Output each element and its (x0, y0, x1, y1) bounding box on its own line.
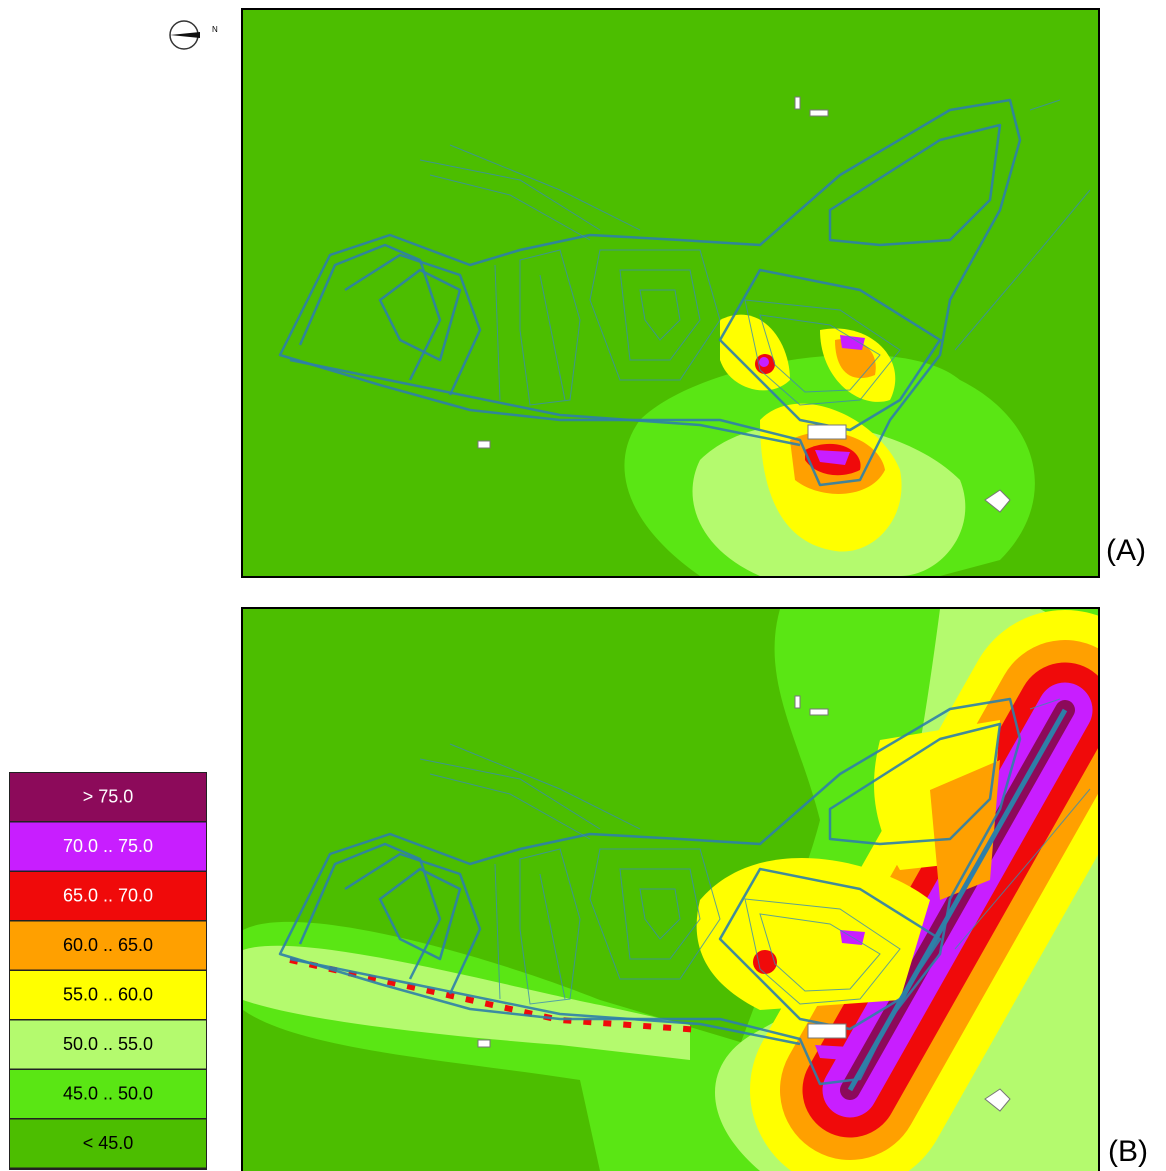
north-arrow: N (170, 21, 218, 49)
panel-label: (A) (1106, 534, 1146, 567)
legend-label: 60.0 .. 65.0 (63, 935, 153, 955)
legend-label: 65.0 .. 70.0 (63, 886, 153, 906)
legend-label: 55.0 .. 60.0 (63, 985, 153, 1005)
legend-label: 70.0 .. 75.0 (63, 836, 153, 856)
north-label: N (212, 25, 218, 34)
legend: > 75.0 70.0 .. 75.0 65.0 .. 70.0 60.0 .. 65… (9, 772, 207, 1170)
legend-label: 50.0 .. 55.0 (63, 1034, 153, 1054)
noise-zone (815, 1045, 850, 1060)
legend-label: > 75.0 (83, 787, 134, 807)
panel-label: (B) (1108, 1135, 1148, 1168)
figure: N (A) (0, 0, 1166, 1171)
legend-label: 45.0 .. 50.0 (63, 1084, 153, 1104)
noise-zone (759, 357, 769, 367)
map-panel-a (243, 10, 1098, 576)
legend-label: < 45.0 (83, 1133, 134, 1153)
